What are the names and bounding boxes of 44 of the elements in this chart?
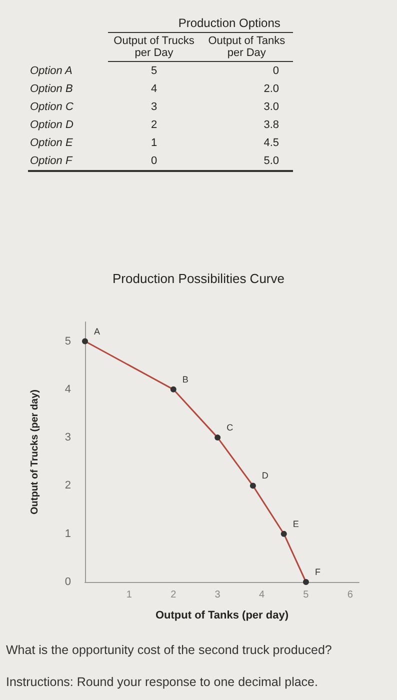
- chart-title: Production Possibilities Curve: [112, 271, 284, 286]
- text: 2.0: [262, 82, 280, 97]
- text: 5: [150, 64, 158, 79]
- x-tick-label: 2: [170, 590, 177, 600]
- y-tick-label: 0: [64, 576, 71, 588]
- text: 2: [150, 118, 158, 133]
- text: 4.5: [262, 136, 280, 151]
- text: Option C: [29, 100, 74, 115]
- text: Instructions: Round your response to one decimal place.: [6, 675, 319, 689]
- text: Option A: [29, 64, 74, 79]
- text: Output of Tanks per Day: [200, 32, 293, 62]
- x-tick-label: 4: [258, 590, 265, 600]
- text: Option E: [29, 136, 74, 151]
- x-axis-title: Output of Tanks (per day): [155, 610, 289, 622]
- annotation: E: [292, 518, 299, 529]
- text: 0: [272, 64, 280, 79]
- text: 1: [150, 136, 158, 151]
- y-tick-label: 3: [64, 432, 71, 444]
- y-tick-label: 1: [64, 528, 71, 540]
- annotation: A: [94, 326, 100, 336]
- text: 0: [108, 152, 200, 171]
- y-tick-label: 2: [64, 480, 71, 492]
- annotation: C: [226, 422, 234, 433]
- text: Option B: [29, 82, 74, 97]
- x-tick-label: 6: [347, 590, 354, 600]
- text: 3.8: [262, 118, 280, 133]
- text: Option F: [28, 152, 108, 171]
- y-axis-title: Output of Trucks (per day): [30, 389, 40, 515]
- x-tick-label: 5: [303, 590, 310, 600]
- annotation: F: [314, 567, 321, 577]
- text: Production Options: [177, 15, 282, 32]
- text: 5.0: [200, 152, 293, 171]
- annotation: B: [182, 374, 188, 384]
- y-tick-label: 5: [64, 335, 71, 348]
- y-tick-label: 4: [64, 383, 71, 396]
- text: What is the opportunity cost of the second truck produced?: [6, 643, 333, 657]
- text: 3: [150, 100, 158, 115]
- text: Option D: [29, 118, 74, 133]
- annotation: D: [262, 470, 269, 481]
- x-tick-label: 3: [214, 590, 221, 600]
- text: Output of Trucks per Day: [108, 32, 200, 62]
- x-tick-label: 1: [126, 590, 132, 600]
- text: 3.0: [262, 100, 280, 115]
- text: 4: [150, 82, 158, 97]
